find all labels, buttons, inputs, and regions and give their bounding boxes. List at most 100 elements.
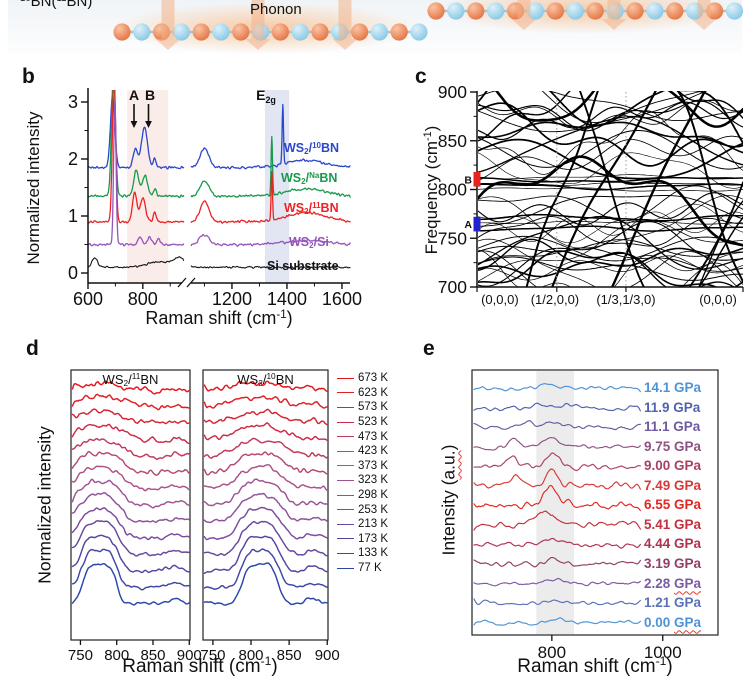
panel-e-ylabel-au: a.u. (438, 450, 459, 480)
spectrum-trace (203, 506, 328, 541)
panel-label-e: e (423, 337, 435, 360)
svg-text:850: 850 (277, 647, 302, 664)
highlight-band (536, 371, 575, 634)
legend-label: 323 K (358, 474, 389, 487)
spectrum-trace (203, 492, 328, 524)
svg-text:750: 750 (200, 647, 225, 664)
spectrum-trace (473, 556, 641, 568)
spectrum-trace (71, 478, 190, 509)
svg-text:0: 0 (68, 263, 78, 283)
svg-text:2: 2 (68, 149, 78, 169)
legend-item: 373 K (337, 459, 388, 474)
mode-marker (473, 216, 481, 232)
legend-item: 173 K (337, 532, 388, 547)
nitrogen-atom (172, 23, 190, 41)
spectrum-trace (473, 537, 641, 549)
spectrum-trace (71, 450, 190, 476)
spectrum-trace (203, 562, 328, 606)
boron-atom (232, 23, 250, 41)
legend-line-swatch (337, 465, 354, 467)
panel-d-ylabel: Normalized intensity (34, 426, 55, 584)
spectrum-trace (71, 506, 190, 541)
schematic-panel (8, 0, 744, 54)
spectrum-trace (88, 101, 185, 247)
spectrum-trace (71, 562, 190, 606)
spectrum-trace (88, 256, 185, 269)
svg-text:B: B (464, 174, 472, 186)
legend-item: 523 K (337, 415, 388, 430)
svg-text:(1/3,1/3,0): (1/3,1/3,0) (596, 292, 655, 307)
nitrogen-atom (370, 23, 388, 41)
boron-atom (311, 23, 329, 41)
spectrum-trace (190, 136, 351, 198)
spectrum-trace (473, 383, 641, 393)
panel-b-series-label: WS2/11BN (284, 200, 339, 217)
legend-line-swatch (337, 377, 354, 379)
boron-atom (427, 2, 445, 20)
panel-b-series-label: Si substrate (267, 259, 339, 273)
spectrum-trace (473, 598, 641, 606)
boron-atom (351, 23, 369, 41)
svg-text:3: 3 (68, 92, 78, 112)
pressure-label: 0.00 GPa (644, 614, 702, 630)
nitrogen-atom (410, 23, 428, 41)
svg-text:900: 900 (315, 647, 340, 664)
panel-b-xlabel: Raman shift (cm-1) (145, 308, 293, 328)
spectrum-trace (190, 265, 351, 269)
pressure-label: 1.21 GPa (644, 595, 702, 611)
peak-annotation-a: A (128, 87, 140, 103)
pressure-label: 11.9 GPa (644, 399, 701, 415)
svg-text:800: 800 (438, 180, 467, 200)
pressure-label: 5.41 GPa (644, 516, 702, 532)
panel-d-xlabel: Raman shift (cm-1) (122, 654, 278, 677)
svg-text:750: 750 (68, 647, 93, 664)
spectrum-trace (203, 535, 328, 575)
phonon-arrow-icon (691, 0, 717, 30)
spectrum-trace (71, 465, 190, 492)
legend-label: 253 K (358, 503, 389, 516)
legend-item: 623 K (337, 386, 388, 401)
legend-line-swatch (337, 436, 354, 438)
spectrum-trace (71, 548, 190, 591)
legend-item: 573 K (337, 400, 388, 415)
spectrum-trace (203, 548, 328, 590)
svg-text:(0,0,0): (0,0,0) (481, 292, 519, 307)
spectrum-trace (473, 484, 641, 512)
temperature-legend: 673 K 623 K 573 K 523 K 473 K 423 K 373 K 323 K… (337, 371, 388, 575)
legend-line-swatch (337, 552, 354, 554)
legend-item: 133 K (337, 546, 388, 561)
pressure-label: 9.75 GPa (644, 438, 702, 454)
phonon-arrow-icon (332, 0, 358, 50)
spectrum-trace (203, 451, 328, 476)
panel-label-c: c (415, 65, 427, 88)
svg-text:1200: 1200 (212, 289, 252, 309)
legend-label: 423 K (358, 445, 389, 458)
peak-annotation-e2g: E2g (256, 87, 276, 105)
legend-item: 323 K (337, 473, 388, 488)
down-arrow-icon (130, 121, 138, 128)
legend-label: 623 K (358, 386, 389, 399)
svg-text:1000: 1000 (644, 643, 682, 662)
pressure-label: 2.28 GPa (644, 575, 702, 591)
legend-label: 133 K (358, 547, 389, 560)
legend-label: 523 K (358, 416, 389, 429)
isotope-label: 10BN(11BN) (20, 0, 93, 10)
legend-label: 77 K (358, 562, 382, 575)
panel-c-ylabel: Frequency (cm-1) (422, 125, 441, 255)
spectrum-trace (71, 437, 190, 461)
nitrogen-atom (291, 23, 309, 41)
nitrogen-atom (447, 2, 465, 20)
legend-line-swatch (337, 509, 354, 511)
svg-text:700: 700 (438, 277, 467, 297)
spectrum-trace (203, 437, 328, 459)
legend-item: 77 K (337, 561, 388, 576)
panel-e-ylabel-pre: Intensity ( (438, 479, 459, 556)
nitrogen-atom (566, 2, 584, 20)
phonon-arrow-icon (601, 0, 627, 30)
phonon-label: Phonon (250, 1, 302, 18)
temperature-traces (71, 380, 190, 606)
svg-text:600: 600 (73, 289, 103, 309)
panel-b-plot: 0 1 2 3 600 800 1200 1400 1600 (68, 88, 362, 309)
